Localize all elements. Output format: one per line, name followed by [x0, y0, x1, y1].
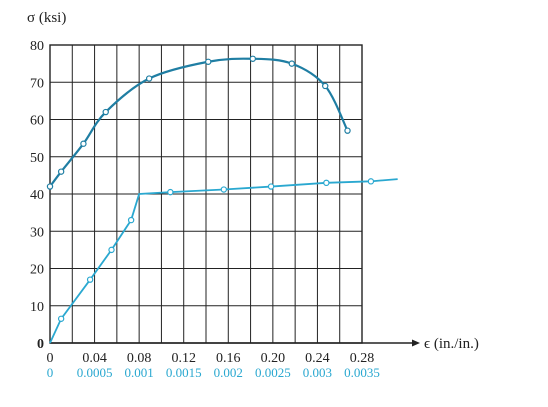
x-tick-label-lower: 0.003 — [303, 365, 332, 380]
x-tick-label-upper: 0.12 — [171, 351, 196, 366]
data-point — [367, 178, 375, 185]
y-tick-label: 20 — [30, 263, 44, 278]
x-tick-label-upper: 0.20 — [261, 351, 286, 366]
x-tick-label-lower: 0 — [47, 365, 54, 380]
x-tick-label-upper: 0.08 — [127, 351, 152, 366]
x-tick-label-upper: 0.16 — [216, 351, 241, 366]
y-tick-label: 40 — [30, 188, 44, 203]
x-tick-label-upper: 0.24 — [305, 351, 330, 366]
data-point — [344, 127, 351, 134]
x-tick-label-lower: 0.002 — [214, 365, 243, 380]
x-tick-label-lower: 0.0035 — [344, 365, 380, 380]
x-axis-arrow — [412, 339, 420, 347]
data-point — [57, 168, 65, 175]
data-point — [323, 179, 330, 187]
x-tick-label-lower: 0.0025 — [255, 365, 291, 380]
data-point — [267, 183, 275, 190]
series — [46, 55, 398, 344]
data-point — [167, 188, 174, 196]
series-line — [49, 178, 398, 344]
x-tick-label-lower: 0.001 — [125, 365, 154, 380]
y-tick-label: 10 — [30, 300, 44, 315]
x-tick-label-lower: 0.0005 — [77, 365, 113, 380]
y-tick-label: 30 — [30, 225, 44, 240]
y-tick-label: 60 — [30, 114, 44, 129]
data-point — [46, 183, 54, 190]
axes — [50, 339, 420, 347]
y-tick-label: 0 — [37, 337, 44, 352]
y-tick-labels: 0 10 20 30 40 50 60 70 80 — [30, 39, 44, 352]
data-point — [220, 186, 228, 193]
series-line — [49, 57, 349, 188]
data-point — [102, 108, 109, 116]
y-tick-label: 70 — [30, 76, 44, 91]
grid — [49, 44, 363, 344]
x-tick-label-lower: 0.0015 — [166, 365, 202, 380]
data-point — [127, 216, 135, 224]
data-point — [86, 276, 94, 283]
y-tick-label: 80 — [30, 39, 44, 54]
data-point — [108, 246, 115, 254]
x-tick-label-upper: 0.04 — [82, 351, 107, 366]
data-point — [288, 60, 295, 67]
x-axis-label: ϵ (in./in.) — [424, 336, 479, 352]
data-point — [205, 58, 212, 65]
data-point — [80, 140, 87, 147]
data-point — [249, 55, 256, 62]
x-tick-labels-lower: 0 0.0005 0.001 0.0015 0.002 0.0025 0.003 0.0035 — [47, 365, 380, 380]
x-tick-labels-upper: 0 0.04 0.08 0.12 0.16 0.20 0.24 0.28 — [47, 351, 375, 366]
data-point — [322, 82, 329, 90]
data-point — [145, 75, 153, 82]
data-point — [57, 315, 65, 322]
x-tick-label-upper: 0 — [47, 351, 54, 366]
y-axis-label: σ (ksi) — [27, 10, 66, 26]
y-tick-label: 50 — [30, 151, 44, 166]
x-tick-label-upper: 0.28 — [350, 351, 375, 366]
